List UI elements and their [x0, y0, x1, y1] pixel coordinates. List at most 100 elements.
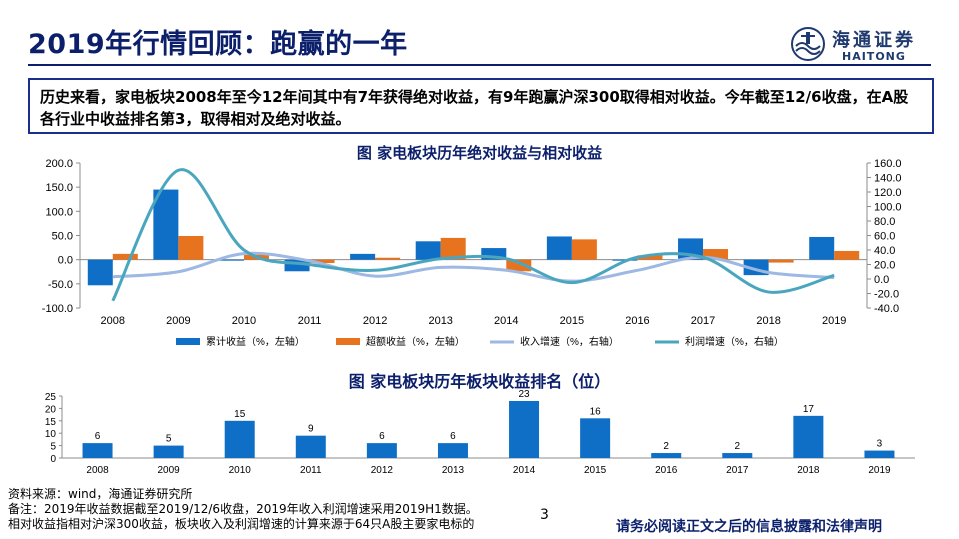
rank-y-tick-label: 0 — [50, 454, 56, 465]
rank-x-tick-label: 2010 — [229, 465, 252, 476]
right-tick-label: 60.0 — [874, 231, 895, 243]
left-tick-label: 200.0 — [45, 158, 73, 170]
left-tick-label: 100.0 — [45, 206, 73, 218]
page-number: 3 — [540, 507, 549, 523]
rank-data-label: 2 — [735, 441, 741, 452]
legend-label: 收入增速（%，右轴） — [520, 335, 619, 348]
rank-x-tick-label: 2011 — [300, 465, 322, 476]
right-tick-label: 140.0 — [874, 173, 902, 185]
right-tick-label: 40.0 — [874, 245, 895, 257]
rank-data-label: 6 — [379, 431, 385, 442]
rank-bar — [366, 443, 397, 458]
right-tick-label: 100.0 — [874, 202, 902, 214]
profit-growth-line — [111, 168, 835, 302]
legend-label: 超额收益（%，左轴） — [366, 335, 465, 348]
page-title: 2019年行情回顾：跑赢的一年 — [28, 29, 408, 60]
rank-x-tick-label: 2012 — [371, 465, 394, 476]
x-tick-label: 2009 — [166, 315, 190, 327]
left-tick-label: 150.0 — [45, 182, 73, 194]
rank-bar — [153, 445, 184, 458]
rank-bar — [224, 420, 255, 458]
x-tick-label: 2008 — [101, 315, 125, 327]
logo-text-en: HAITONG — [842, 50, 906, 63]
cumulative-return-bar — [809, 236, 835, 260]
cumulative-return-bar — [218, 259, 244, 261]
x-tick-label: 2010 — [232, 315, 256, 327]
rank-x-tick-label: 2014 — [513, 465, 536, 476]
right-tick-label: -20.0 — [874, 289, 899, 301]
x-tick-label: 2014 — [494, 315, 518, 327]
legend-cumulative-return: 累计收益（%，左轴） — [176, 335, 305, 348]
rank-data-label: 17 — [803, 404, 815, 415]
rank-bar — [793, 415, 824, 458]
rank-bar — [580, 418, 611, 458]
x-tick-label: 2012 — [363, 315, 387, 327]
left-tick-label: -100.0 — [42, 303, 73, 315]
rank-y-tick-label: 15 — [45, 417, 57, 428]
right-tick-label: 0.0 — [874, 274, 889, 286]
x-tick-label: 2013 — [428, 315, 452, 327]
relative-return-note: 相对收益指相对沪深300收益，板块收入及利润增速的计算来源于64只A股主要家电标… — [8, 517, 475, 531]
rank-y-tick-label: 25 — [45, 392, 57, 403]
legend-swatch — [176, 338, 200, 345]
x-tick-label: 2011 — [298, 315, 322, 327]
excess-return-bar — [571, 239, 597, 260]
rank-x-tick-label: 2019 — [868, 465, 891, 476]
excess-return-bar — [375, 257, 401, 260]
haitong-logo-icon — [791, 27, 825, 61]
left-tick-label: 0.0 — [58, 255, 73, 267]
rank-data-label: 2 — [663, 441, 669, 452]
right-tick-label: 120.0 — [874, 187, 902, 199]
legend-swatch — [336, 338, 360, 345]
excess-return-bar — [112, 253, 138, 260]
rank-data-label: 6 — [95, 431, 101, 442]
rank-bar — [437, 443, 468, 458]
cumulative-return-bar — [481, 248, 507, 260]
rank-y-tick-label: 20 — [45, 404, 57, 415]
logo-text-cn: 海通证券 — [832, 30, 916, 51]
x-tick-label: 2018 — [756, 315, 780, 327]
rank-bar — [295, 435, 326, 458]
cumulative-return-bar — [546, 236, 572, 260]
legend-profit-growth: 利润增速（%，右轴） — [655, 335, 784, 348]
remark-note: 备注：2019年收益数据截至2019/12/6收盘，2019年收入利润增速采用2… — [8, 502, 478, 516]
cumulative-return-bar — [87, 259, 113, 286]
rank-x-tick-label: 2018 — [797, 465, 820, 476]
right-tick-label: -40.0 — [874, 303, 899, 315]
excess-return-bar — [506, 259, 532, 272]
rank-data-label: 15 — [234, 409, 246, 420]
notes: 资料来源：wind，海通证券研究所 备注：2019年收益数据截至2019/12/… — [8, 487, 478, 532]
rank-data-label: 9 — [308, 424, 314, 435]
source-note: 资料来源：wind，海通证券研究所 — [8, 487, 193, 501]
rank-y-tick-label: 10 — [45, 429, 57, 440]
company-logo: 海通证券 HAITONG — [790, 26, 940, 66]
excess-return-bar — [768, 259, 794, 263]
rank-x-tick-label: 2009 — [158, 465, 181, 476]
rank-data-label: 5 — [166, 434, 172, 445]
x-tick-label: 2019 — [822, 315, 846, 327]
rank-bar — [651, 453, 682, 458]
excess-return-bar — [309, 259, 335, 264]
rank-data-label: 6 — [450, 431, 456, 442]
legend-label: 累计收益（%，左轴） — [206, 335, 305, 348]
rank-data-label: 23 — [518, 390, 530, 400]
title-divider — [28, 64, 931, 66]
rank-data-label: 3 — [877, 439, 883, 450]
x-tick-label: 2016 — [625, 315, 649, 327]
rank-data-label: 16 — [590, 406, 602, 417]
cumulative-return-bar — [153, 189, 179, 260]
rank-x-tick-label: 2017 — [726, 465, 749, 476]
left-tick-label: -50.0 — [48, 279, 73, 291]
legend-excess-return: 超额收益（%，左轴） — [336, 335, 465, 348]
cumulative-return-bar — [350, 253, 376, 260]
left-tick-label: 50.0 — [52, 231, 73, 243]
excess-return-bar — [440, 237, 466, 260]
chart1-title: 图 家电板块历年绝对收益与相对收益 — [356, 144, 603, 162]
chart2-title: 图 家电板块历年板块收益排名（位） — [348, 372, 611, 391]
rank-y-tick-label: 5 — [50, 442, 56, 453]
legend-label: 利润增速（%，右轴） — [685, 335, 784, 348]
right-tick-label: 20.0 — [874, 260, 895, 272]
right-tick-label: 160.0 — [874, 158, 902, 170]
rank-bar — [864, 450, 895, 458]
rank-bar — [722, 453, 753, 458]
